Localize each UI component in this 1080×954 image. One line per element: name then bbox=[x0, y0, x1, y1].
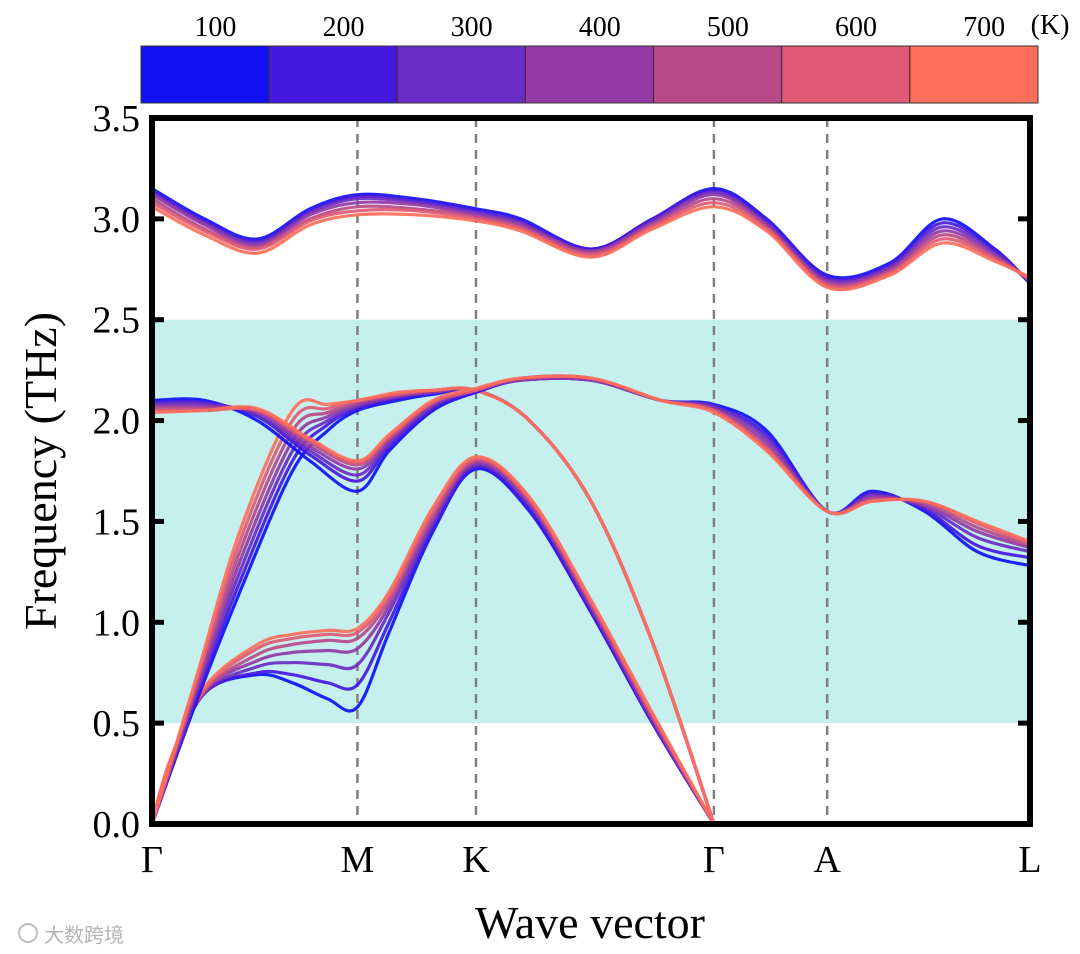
colorbar-label-100: 100 bbox=[194, 12, 236, 43]
high-symmetry-lines bbox=[356, 118, 829, 824]
y-tick-label-2.5: 2.5 bbox=[93, 300, 141, 342]
optical-upper-200K bbox=[150, 188, 1032, 285]
colorbar-label-400: 400 bbox=[579, 12, 621, 43]
y-axis-label: Frequency (THz) bbox=[15, 312, 66, 630]
colorbar-label-300: 300 bbox=[451, 12, 493, 43]
watermark-logo-icon bbox=[18, 923, 38, 943]
x-tick-label-M-1: M bbox=[341, 839, 375, 881]
x-tick-label-Γ-3: Γ bbox=[703, 839, 725, 881]
optical-upper-700K bbox=[150, 205, 1032, 292]
colorbar-swatch-500 bbox=[653, 45, 783, 104]
x-tick-label-K-2: K bbox=[462, 839, 490, 881]
colorbar-swatch-200 bbox=[268, 45, 398, 104]
optical-upper-400K bbox=[150, 193, 1032, 286]
temperature-colorbar bbox=[140, 45, 1039, 104]
x-axis-label: Wave vector bbox=[475, 897, 705, 948]
plot-background bbox=[152, 319, 1030, 724]
colorbar-swatch-600 bbox=[781, 45, 911, 104]
y-tick-label-3.5: 3.5 bbox=[93, 98, 141, 140]
optical-low-400K bbox=[150, 376, 1032, 550]
optical-low-700K bbox=[150, 374, 1032, 544]
colorbar-labels: 100 200 300 400 500 600 700 bbox=[194, 12, 1005, 43]
x-tick-label-Γ-0: Γ bbox=[141, 839, 163, 881]
optical-upper-500K bbox=[150, 197, 1032, 288]
y-tick-label-2.0: 2.0 bbox=[93, 401, 141, 443]
watermark-text: 大数跨境 bbox=[44, 923, 124, 947]
colorbar-label-700: 700 bbox=[963, 12, 1005, 43]
optical-upper-600K bbox=[150, 201, 1032, 290]
acoustic-1-700K bbox=[150, 455, 716, 826]
y-axis-ticks: 0.0 0.5 1.0 1.5 2.0 2.5 3.0 3.5 bbox=[93, 98, 1030, 846]
colorbar-unit-label: (K) bbox=[1031, 10, 1070, 41]
colorbar-swatch-300 bbox=[396, 45, 526, 104]
acoustic-2-700K bbox=[150, 386, 716, 826]
colorbar-swatch-700 bbox=[909, 45, 1039, 104]
y-tick-label-0.0: 0.0 bbox=[93, 804, 141, 846]
colorbar-label-500: 500 bbox=[707, 12, 749, 43]
y-tick-label-0.5: 0.5 bbox=[93, 703, 141, 745]
x-tick-label-A-4: A bbox=[813, 839, 841, 881]
x-tick-label-L-5: L bbox=[1018, 839, 1041, 881]
plot-frame bbox=[149, 115, 1033, 827]
y-tick-label-1.0: 1.0 bbox=[93, 602, 141, 644]
colorbar-label-600: 600 bbox=[835, 12, 877, 43]
y-tick-label-1.5: 1.5 bbox=[93, 501, 141, 543]
dispersion-curves bbox=[150, 187, 1032, 826]
shaded-frequency-band bbox=[152, 319, 1030, 724]
colorbar-swatch-400 bbox=[524, 45, 655, 104]
axes-box bbox=[149, 115, 1033, 827]
y-tick-label-3.0: 3.0 bbox=[93, 199, 141, 241]
colorbar-swatch-100 bbox=[140, 45, 270, 104]
colorbar-label-200: 200 bbox=[322, 12, 364, 43]
watermark: 大数跨境 bbox=[18, 923, 124, 947]
